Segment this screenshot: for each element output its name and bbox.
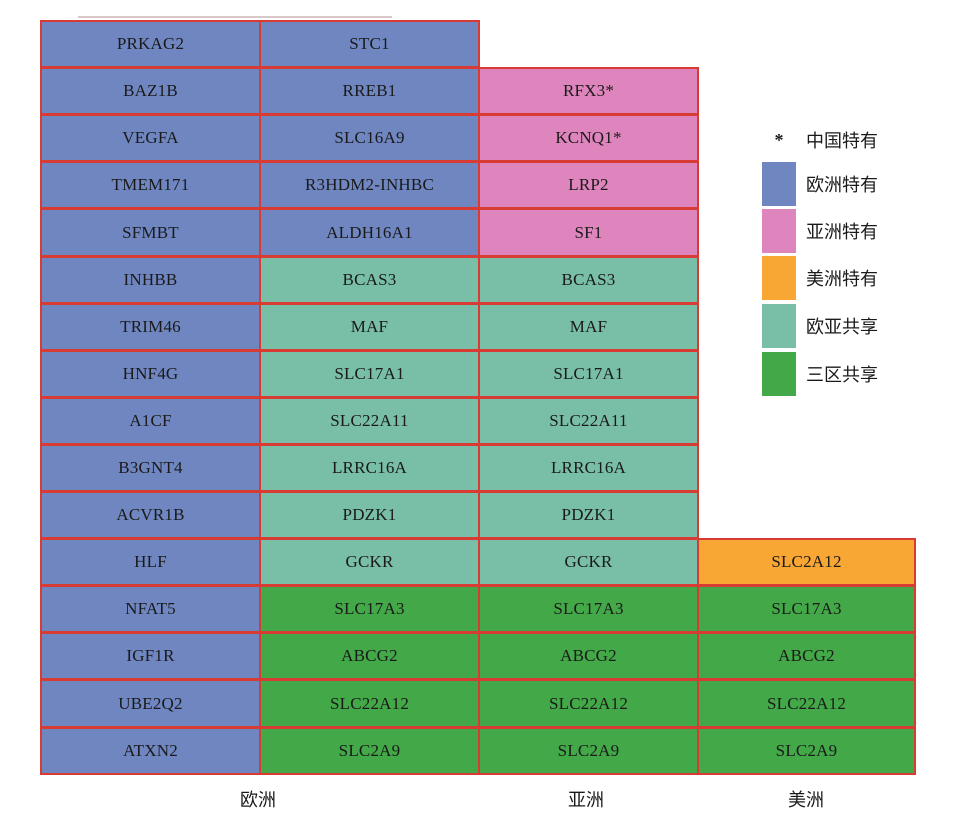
gene-cell-europe: SFMBT [40, 208, 261, 257]
legend-swatch [762, 209, 796, 253]
gene-cell-europe: TRIM46 [40, 303, 261, 351]
gene-cell-europe: STC1 [259, 20, 480, 68]
gene-cell-europe: NFAT5 [40, 585, 261, 633]
gene-cell-europe: ABCG2 [259, 632, 480, 680]
gene-cell-asia: LRRC16A [478, 444, 699, 492]
gene-cell-europe: VEGFA [40, 114, 261, 162]
gene-cell-europe: ALDH16A1 [259, 208, 480, 257]
gene-cell-asia: MAF [478, 303, 699, 351]
legend-item: * 中国特有 [762, 118, 902, 162]
gene-cell-america: SLC2A9 [697, 727, 916, 775]
gene-cell-america: SLC17A3 [697, 585, 916, 633]
gene-cell-europe: UBE2Q2 [40, 679, 261, 728]
gene-cell-asia: SF1 [478, 208, 699, 257]
gene-cell-europe: SLC17A3 [259, 585, 480, 633]
gene-cell-europe: LRRC16A [259, 444, 480, 492]
legend-item: 欧洲特有 [762, 162, 902, 206]
gene-cell-europe: R3HDM2-INHBC [259, 161, 480, 209]
legend-swatch [762, 304, 796, 348]
legend-item: 亚洲特有 [762, 209, 902, 253]
legend-label: 亚洲特有 [806, 222, 878, 242]
gene-cell-europe: SLC22A12 [259, 679, 480, 728]
legend-item: 欧亚共享 [762, 304, 902, 348]
gene-cell-america: SLC2A12 [697, 538, 916, 586]
legend-swatch [762, 162, 796, 206]
column-label-asia: 亚洲 [568, 790, 604, 810]
gene-cell-europe: PRKAG2 [40, 20, 261, 68]
legend-swatch [762, 256, 796, 300]
column-label-europe: 欧洲 [240, 790, 276, 810]
gene-cell-asia: SLC17A1 [478, 350, 699, 398]
gene-cell-america: ABCG2 [697, 632, 916, 680]
gene-cell-asia: PDZK1 [478, 491, 699, 539]
gene-cell-europe: BAZ1B [40, 67, 261, 115]
gene-cell-asia: KCNQ1* [478, 114, 699, 162]
gene-cell-europe: INHBB [40, 256, 261, 304]
gene-cell-europe: TMEM171 [40, 161, 261, 209]
top-decorative-line [78, 16, 392, 18]
gene-cell-america: SLC22A12 [697, 679, 916, 728]
gene-cell-europe: GCKR [259, 538, 480, 586]
gene-cell-europe: HLF [40, 538, 261, 586]
gene-cell-europe: BCAS3 [259, 256, 480, 304]
legend-label: 美洲特有 [806, 269, 878, 289]
gene-cell-europe: B3GNT4 [40, 444, 261, 492]
gene-cell-asia: SLC17A3 [478, 585, 699, 633]
gene-cell-europe: RREB1 [259, 67, 480, 115]
gene-cell-europe: ACVR1B [40, 491, 261, 539]
gene-cell-europe: PDZK1 [259, 491, 480, 539]
column-label-america: 美洲 [788, 790, 824, 810]
gene-cell-europe: HNF4G [40, 350, 261, 398]
legend-label: 欧洲特有 [806, 175, 878, 195]
gene-cell-europe: ATXN2 [40, 727, 261, 775]
gene-cell-europe: SLC17A1 [259, 350, 480, 398]
gene-cell-asia: RFX3* [478, 67, 699, 115]
gene-cell-europe: A1CF [40, 397, 261, 445]
legend-item: 三区共享 [762, 352, 902, 396]
gene-cell-asia: GCKR [478, 538, 699, 586]
gene-cell-asia: LRP2 [478, 161, 699, 209]
gene-cell-europe: SLC22A11 [259, 397, 480, 445]
legend-item: 美洲特有 [762, 256, 902, 300]
gene-cell-europe: IGF1R [40, 632, 261, 680]
gene-cell-europe: SLC16A9 [259, 114, 480, 162]
legend-label: 欧亚共享 [806, 317, 878, 337]
gene-cell-europe: SLC2A9 [259, 727, 480, 775]
legend-label: 三区共享 [806, 365, 878, 385]
gene-cell-asia: SLC22A11 [478, 397, 699, 445]
gene-cell-asia: SLC2A9 [478, 727, 699, 775]
gene-cell-europe: MAF [259, 303, 480, 351]
gene-cell-asia: ABCG2 [478, 632, 699, 680]
legend-star-marker: * [774, 129, 784, 150]
legend-swatch [762, 352, 796, 396]
gene-cell-asia: BCAS3 [478, 256, 699, 304]
gene-cell-asia: SLC22A12 [478, 679, 699, 728]
legend-label: 中国特有 [806, 131, 878, 151]
